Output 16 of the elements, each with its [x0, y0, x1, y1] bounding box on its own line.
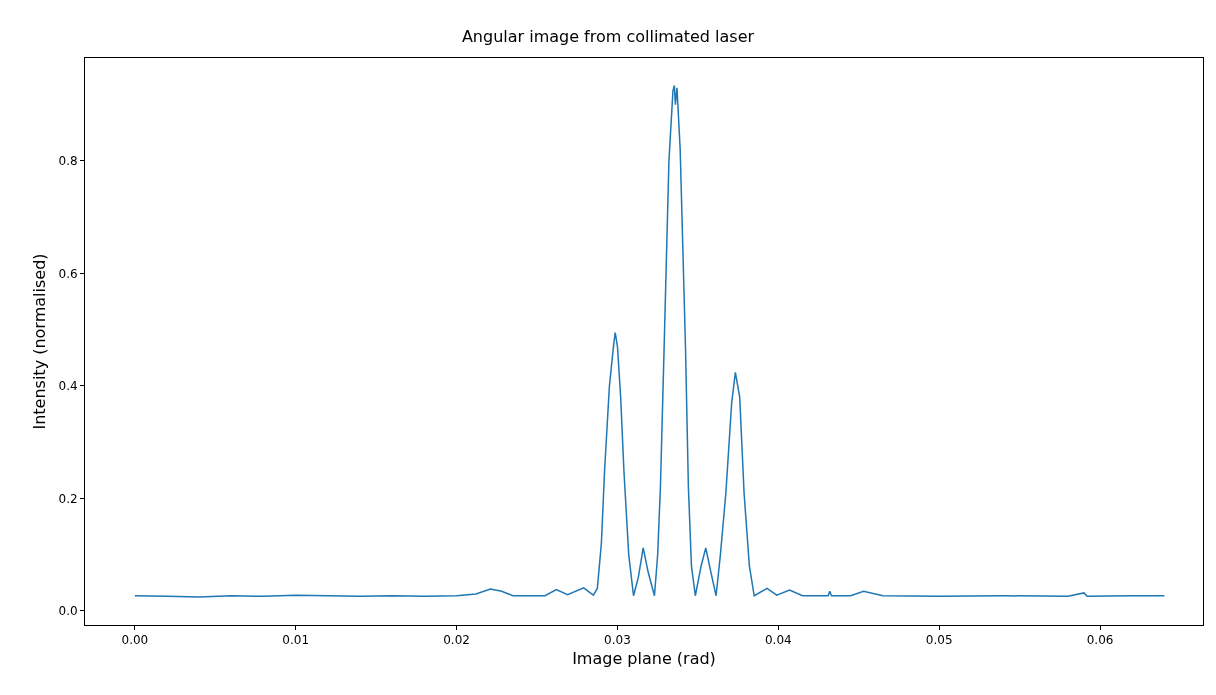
y-axis-title: Intensity (normalised) [30, 253, 50, 430]
x-tick-label: 0.00 [121, 633, 149, 648]
y-tick-label: 0.2 [58, 491, 78, 506]
y-tick-label: 0.6 [58, 266, 78, 281]
x-tick-label: 0.06 [1086, 633, 1114, 648]
x-tick-label: 0.03 [604, 633, 631, 648]
x-tick-label: 0.01 [282, 633, 310, 648]
line-series [134, 84, 1166, 598]
x-axis-title: Image plane (rad) [572, 649, 716, 669]
x-tick-label: 0.04 [764, 633, 792, 648]
y-tick-label: 0.4 [58, 379, 78, 394]
y-tick-label: 0.8 [58, 154, 78, 169]
chart-title: Angular image from collimated laser [461, 26, 755, 46]
y-tick-label: 0.0 [58, 604, 78, 619]
x-tick-label: 0.05 [925, 633, 953, 648]
x-tick-label: 0.02 [443, 633, 470, 648]
